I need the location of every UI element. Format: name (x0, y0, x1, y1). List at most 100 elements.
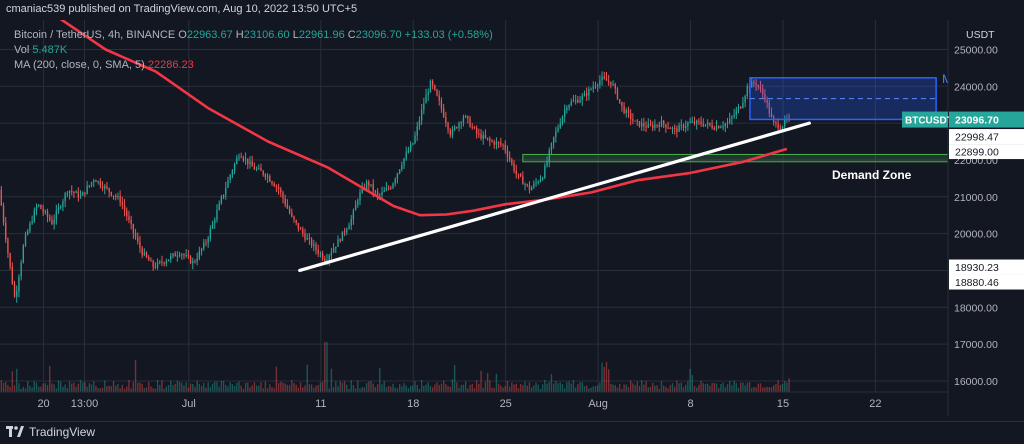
candle-body (566, 107, 568, 111)
candle (594, 81, 597, 89)
candle-body (229, 174, 231, 181)
candle-body (273, 183, 275, 187)
candle-body (22, 245, 25, 263)
candle-body (236, 157, 238, 164)
candle-body (524, 184, 526, 186)
candle (687, 121, 689, 131)
volume-bar (696, 387, 698, 392)
volume-bar (302, 387, 304, 392)
candle (515, 164, 517, 179)
volume-bar (588, 388, 590, 392)
candle (330, 247, 333, 260)
candle-body (330, 252, 333, 256)
candle-body (238, 156, 240, 158)
volume-bar (240, 385, 242, 392)
candle (412, 142, 414, 146)
candle-body (141, 248, 143, 256)
candle-body (434, 85, 436, 90)
volume-bar (647, 387, 649, 392)
candle (229, 173, 231, 184)
candle (596, 83, 599, 92)
volume-bar (255, 385, 258, 392)
candle-body (445, 116, 447, 123)
candle (163, 261, 165, 267)
candle-body (555, 131, 557, 137)
candle-body (156, 262, 159, 268)
volume-bar (594, 386, 597, 392)
candle (275, 184, 278, 193)
candle-body (596, 85, 599, 87)
candle-body (781, 126, 784, 130)
candle-body (724, 123, 726, 127)
candle (266, 173, 269, 183)
price-tag: BTCUSDT 23096.70 (902, 111, 1024, 128)
volume-bar (449, 386, 451, 392)
candle (707, 119, 709, 129)
candle-body (440, 100, 443, 109)
price-tag: 18930.23 (949, 259, 1024, 275)
candle (623, 101, 625, 115)
volume-bar (273, 388, 275, 392)
volume-bar (748, 381, 751, 392)
candle-body (282, 192, 284, 199)
volume-bar (718, 388, 720, 392)
volume-bar (530, 387, 533, 392)
volume-bar (755, 387, 757, 392)
candle (339, 238, 341, 243)
candle-body (84, 192, 86, 194)
volume-bar (707, 383, 709, 392)
volume-bar (438, 385, 440, 392)
candle-body (423, 103, 425, 110)
candle (489, 136, 491, 147)
candle (104, 183, 106, 195)
candle (77, 187, 80, 202)
volume-bar (82, 382, 84, 392)
candle-body (286, 204, 289, 209)
candle-body (60, 206, 62, 208)
candle-body (416, 126, 418, 136)
candle (194, 259, 196, 264)
volume-bar (172, 385, 174, 392)
candle-body (687, 122, 689, 127)
volume-bar (126, 386, 128, 392)
candle-body (526, 184, 528, 186)
symbol-tag-bg (902, 111, 948, 128)
volume-bar (137, 382, 139, 392)
candle-body (464, 116, 467, 118)
candle-body (493, 141, 495, 145)
candle-body (174, 253, 176, 257)
volume-bar (757, 383, 759, 392)
volume-bar (685, 384, 687, 392)
volume-bar (66, 387, 69, 392)
volume-bar (403, 383, 405, 392)
price-tag-text: 22998.47 (955, 132, 999, 144)
candle-body (231, 170, 234, 175)
low-value: 22961.96 (298, 29, 345, 41)
volume-bar (20, 388, 22, 392)
candle-body (277, 186, 280, 190)
candle-body (645, 126, 647, 128)
candle-body (187, 254, 190, 257)
volume-bar (374, 387, 377, 392)
volume-bar (18, 383, 20, 392)
volume-bar (528, 382, 531, 392)
candle-body (500, 142, 502, 145)
volume-bar (38, 386, 40, 392)
candle-body (495, 142, 498, 145)
candle-body (313, 244, 315, 246)
candle-body (403, 158, 405, 166)
price-chart[interactable]: Monday High @ $24,231Monday Low @ $Deman… (0, 20, 1024, 420)
candle (636, 119, 638, 126)
candle (73, 191, 75, 199)
candle-body (632, 119, 634, 121)
volume-bar (467, 388, 469, 392)
tradingview-logo[interactable]: TradingView (6, 425, 95, 439)
volume-bar (414, 381, 416, 392)
volume-bar (200, 385, 203, 392)
candle (16, 285, 18, 303)
candle (255, 166, 258, 172)
candle-body (51, 220, 53, 225)
volume-bar (493, 387, 495, 392)
volume-bar (577, 383, 579, 392)
candle-body (453, 127, 456, 130)
